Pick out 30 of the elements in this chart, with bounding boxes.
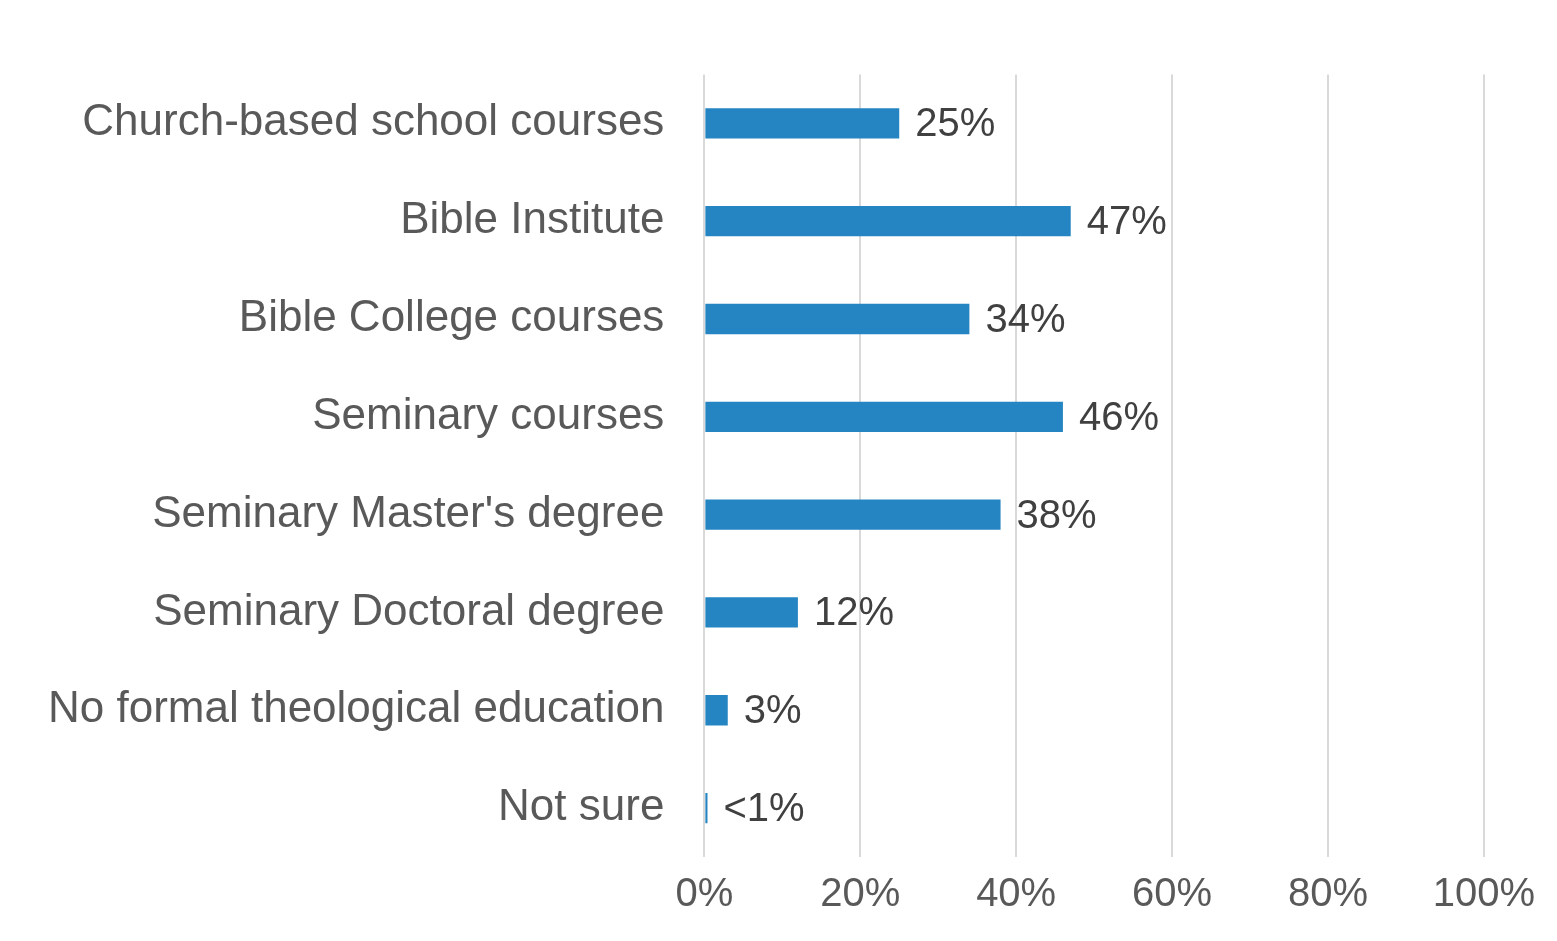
y-tick-label: Seminary Doctoral degree [153, 584, 665, 634]
data-label: 38% [1016, 491, 1097, 536]
data-label: 12% [813, 589, 894, 634]
bar [705, 499, 1001, 530]
y-tick-label: Bible College courses [238, 291, 665, 341]
x-tick-label: 60% [1132, 870, 1213, 915]
data-label: 25% [915, 100, 996, 145]
y-tick-label: Seminary courses [312, 388, 665, 438]
bar [705, 401, 1063, 432]
x-tick-label: 20% [820, 870, 901, 915]
bar [705, 695, 728, 726]
y-tick-label: Seminary Master's degree [152, 486, 665, 536]
x-tick-label: 0% [675, 870, 734, 915]
data-label: <1% [723, 785, 805, 830]
bar [705, 303, 970, 335]
bar [705, 205, 1071, 237]
x-tick-label: 40% [976, 870, 1057, 915]
data-label: 47% [1086, 198, 1167, 243]
data-label: 46% [1078, 393, 1159, 438]
y-tick-label: Church-based school courses [82, 95, 665, 145]
bar [705, 108, 900, 139]
x-tick-label: 100% [1432, 870, 1535, 915]
y-tick-label: No formal theological education [47, 682, 665, 732]
x-tick-label: 80% [1287, 870, 1368, 915]
y-tick-label: Bible Institute [400, 193, 665, 243]
bar [705, 597, 798, 628]
bar [705, 792, 708, 824]
data-label: 3% [743, 687, 802, 732]
y-tick-label: Not sure [498, 780, 665, 830]
data-label: 34% [985, 295, 1066, 340]
